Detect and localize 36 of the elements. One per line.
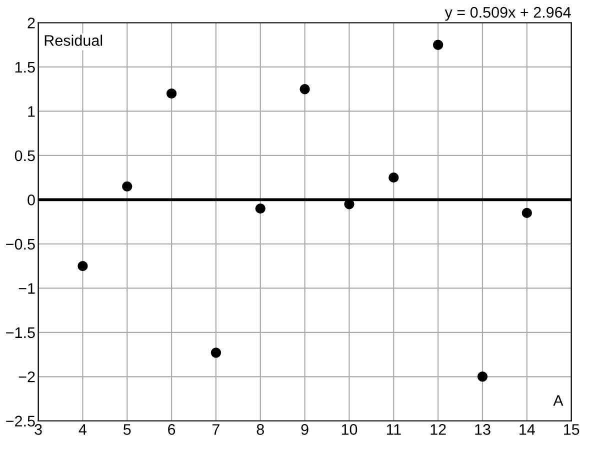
y-tick-label: −1.5 — [6, 327, 35, 338]
point — [388, 172, 399, 183]
x-tick-label: 6 — [168, 424, 176, 435]
x-tick-label: 8 — [256, 424, 264, 435]
y-tick-label: 1 — [28, 106, 35, 117]
x-tick-label: 14 — [520, 424, 535, 435]
x-tick-label: 5 — [123, 424, 131, 435]
text: y = 0.509x + 2.964 — [444, 6, 571, 21]
x-tick-label: 3 — [34, 424, 42, 435]
point — [210, 348, 222, 358]
x-tick-label: 11 — [386, 424, 401, 435]
point — [477, 372, 488, 382]
x-tick-label: 12 — [430, 424, 446, 435]
x-tick-label: 9 — [301, 424, 308, 435]
y-tick-label: −2 — [18, 372, 35, 382]
y-tick-label: −0.5 — [6, 238, 35, 250]
point — [255, 203, 266, 214]
point — [78, 260, 88, 272]
x-tick-label: 7 — [212, 424, 220, 435]
y-axis-title: Residual — [44, 34, 102, 46]
y-tick-label: 0 — [28, 194, 35, 206]
y-tick-label: 2 — [28, 18, 35, 28]
y-tick-label: −1 — [18, 283, 35, 294]
point — [122, 181, 132, 192]
x-tick-label: 4 — [78, 424, 87, 435]
x-tick-label: 13 — [475, 424, 490, 435]
point — [432, 40, 444, 50]
x-axis-title: A — [553, 395, 564, 406]
x-tick-label: 10 — [342, 424, 358, 435]
x-tick-label: 15 — [564, 424, 580, 435]
point — [166, 88, 177, 99]
y-tick-label: 0.5 — [14, 150, 35, 162]
point — [300, 84, 310, 94]
y-tick-label: 1.5 — [15, 62, 35, 73]
y-tick-label: −2.5 — [6, 416, 35, 427]
point — [522, 208, 532, 218]
